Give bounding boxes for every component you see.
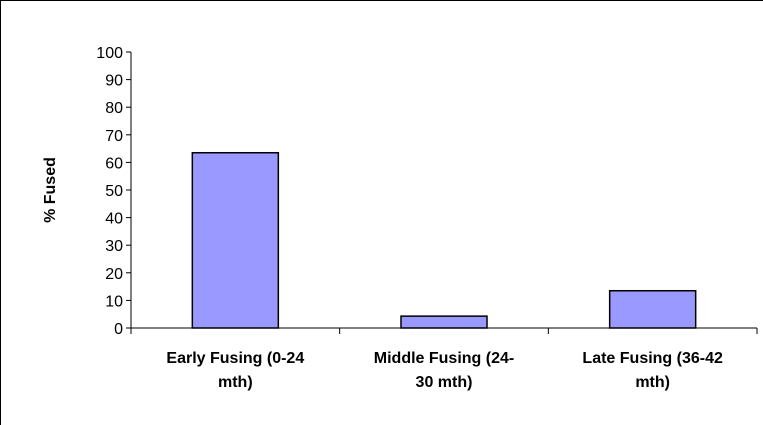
y-tick-labels: 0 10 20 30 40 50 60 70 80 90 100 [96, 45, 123, 338]
y-tick-label: 20 [105, 266, 123, 283]
y-tick-label: 100 [96, 45, 123, 62]
y-tick-label: 60 [105, 155, 123, 172]
y-tick-label: 90 [105, 73, 123, 90]
x-category-label: Middle Fusing (24-30 mth) [374, 350, 514, 391]
bar [191, 151, 280, 329]
y-tick-label: 10 [105, 293, 123, 310]
bar [608, 289, 697, 329]
y-tick-label: 40 [105, 211, 123, 228]
chart-bars [191, 151, 697, 329]
y-tick-label: 0 [114, 321, 123, 338]
bar [400, 315, 488, 329]
x-category-labels: Early Fusing (0-24 mth) Middle Fusing (24-… [166, 350, 723, 391]
x-category-label: Early Fusing (0-24 mth) [166, 350, 304, 391]
y-tick-label: 50 [105, 183, 123, 200]
y-tick-label: 80 [105, 100, 123, 117]
y-tick-label: 30 [105, 238, 123, 255]
y-axis-title: % Fused [42, 157, 59, 223]
y-tick-label: 70 [105, 128, 123, 145]
x-category-label: Late Fusing (36-42 mth) [582, 350, 723, 391]
